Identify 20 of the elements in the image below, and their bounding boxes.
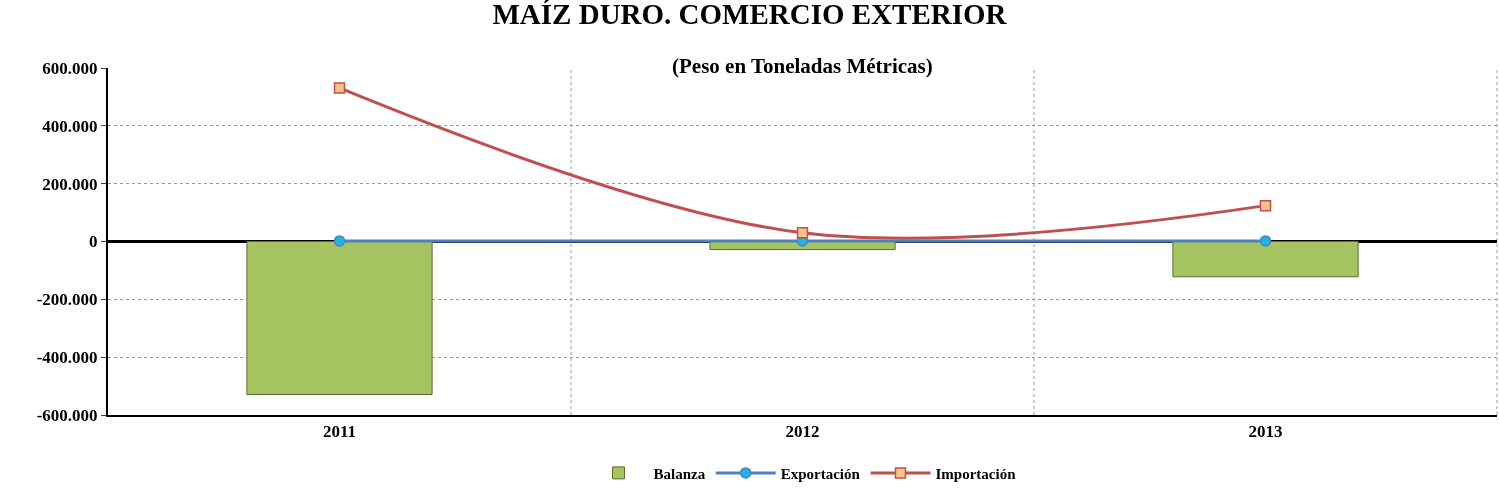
- legend-label: Exportación: [780, 465, 861, 482]
- legend-label: Balanza: [653, 465, 706, 482]
- x-tick-label: 2011: [322, 422, 357, 442]
- y-tick-label: -400.000: [36, 348, 98, 368]
- x-tick-label: 2012: [785, 422, 820, 442]
- legend-label: Importación: [935, 465, 1017, 482]
- point: [1259, 199, 1272, 212]
- point: [333, 235, 346, 247]
- y-tick-label: 0: [89, 232, 98, 252]
- point: [1259, 235, 1272, 247]
- y-tick-label: -200.000: [36, 290, 98, 310]
- y-tick-label: -600.000: [36, 405, 98, 425]
- point: [333, 82, 346, 94]
- y-tick-label: 400.000: [42, 116, 98, 136]
- y-tick-label: 200.000: [42, 174, 98, 194]
- chart-subtitle: (Peso en Toneladas Métricas): [672, 54, 933, 78]
- y-tick-label: 600.000: [42, 58, 98, 78]
- x-tick-label: 2013: [1248, 422, 1283, 442]
- point: [796, 227, 809, 239]
- chart-title: MAÍZ DURO. COMERCIO EXTERIOR: [492, 0, 1008, 31]
